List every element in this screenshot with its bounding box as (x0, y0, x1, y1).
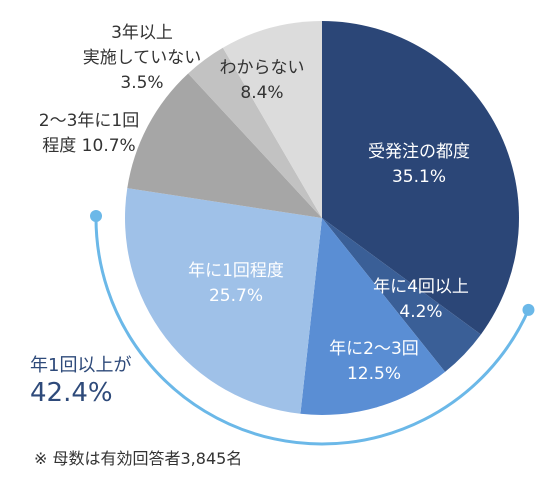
summary-label: 年1回以上が (30, 355, 131, 376)
slice-category-label: 3年以上 (111, 23, 173, 43)
slice-value-label: 12.5% (347, 364, 401, 384)
summary-annotation: 年1回以上が 42.4% (30, 210, 535, 446)
slice-category-label: わからない (220, 58, 305, 78)
slice-category-label: 実施していない (83, 48, 202, 68)
pie-slice (222, 20, 322, 218)
slice-labels: 受発注の都度 35.1% 年に4回以上 4.2% 年に2～3回 12.5% 年に1回程度 25… (39, 23, 470, 384)
footnote: ※ 母数は有効回答者3,845名 (34, 449, 242, 468)
slice-value-label: 4.2% (399, 302, 442, 322)
slice-category-label: 受発注の都度 (368, 142, 470, 162)
slice-value-label: 3.5% (120, 73, 163, 93)
summary-bracket-arc (94, 216, 530, 446)
pie-slices (125, 20, 519, 415)
pie-slice (322, 218, 481, 372)
slice-category-label: 程度 10.7% (42, 136, 135, 156)
pie-slice (188, 47, 322, 218)
summary-bracket-start-dot (90, 210, 103, 223)
slice-category-label: 年に2～3回 (329, 339, 419, 359)
summary-bracket-end-dot (522, 303, 535, 316)
slice-category-label: 年に4回以上 (373, 277, 469, 297)
slice-value-label: 25.7% (209, 286, 263, 306)
slice-value-label: 35.1% (392, 167, 446, 187)
slice-category-label: 年に1回程度 (188, 261, 284, 281)
pie-slice (127, 73, 322, 218)
pie-slice (322, 21, 519, 335)
pie-slice (300, 218, 446, 415)
slice-category-label: 2～3年に1回 (39, 111, 139, 131)
slice-value-label: 8.4% (240, 83, 283, 103)
pie-slice (125, 188, 322, 414)
summary-value: 42.4% (30, 378, 113, 408)
